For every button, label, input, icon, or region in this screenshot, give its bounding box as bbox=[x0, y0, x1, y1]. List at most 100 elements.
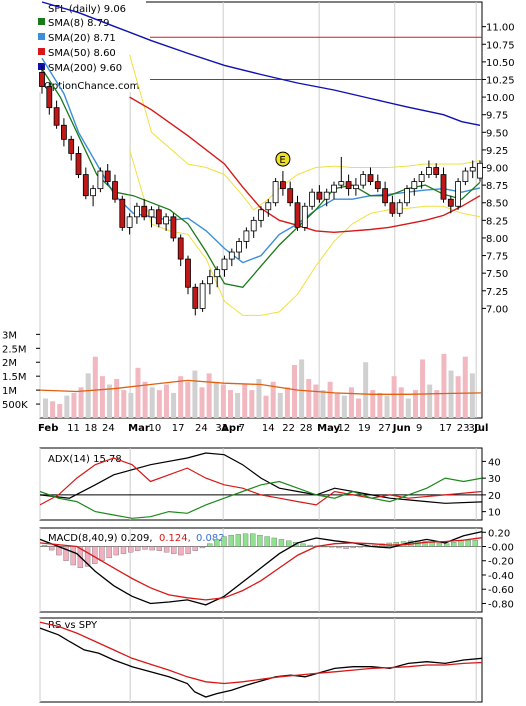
macd-histogram-bar bbox=[192, 546, 198, 551]
candle-body bbox=[440, 174, 447, 200]
volume-bar bbox=[78, 387, 84, 418]
legend-sma8: SMA(8) 8.79 bbox=[48, 18, 109, 29]
volume-bar bbox=[263, 395, 269, 418]
candle-body bbox=[112, 181, 118, 200]
volume-bar bbox=[292, 365, 298, 418]
x-axis-label: Jul bbox=[473, 423, 488, 434]
macd-histogram-bar bbox=[163, 546, 170, 553]
adx-series-line bbox=[39, 457, 483, 506]
volume-bar bbox=[107, 384, 113, 418]
volume-bar bbox=[92, 356, 98, 418]
adx-tick-label: 40 bbox=[488, 457, 501, 468]
sma20-legend-swatch bbox=[38, 33, 45, 40]
candle-body bbox=[301, 205, 308, 228]
sma8-legend-swatch bbox=[38, 18, 45, 25]
candle-body bbox=[104, 170, 111, 183]
macd-histogram-bar bbox=[84, 546, 91, 567]
macd-histogram-bar bbox=[465, 539, 471, 547]
candle-body bbox=[221, 258, 228, 271]
candle-body bbox=[447, 198, 454, 207]
price-tick-label: 9.25 bbox=[486, 146, 508, 157]
macd-tick-label: -0.00 bbox=[488, 543, 514, 554]
volume-bar bbox=[341, 395, 347, 418]
macd-tick-label: -0.40 bbox=[488, 571, 514, 582]
candle-body bbox=[352, 184, 359, 190]
macd-histogram-bar bbox=[149, 546, 155, 551]
volume-bar bbox=[363, 362, 369, 418]
volume-bar bbox=[455, 376, 461, 418]
volume-bar bbox=[405, 398, 411, 418]
candle-body bbox=[141, 205, 148, 218]
x-axis-label: May bbox=[317, 423, 340, 434]
candle-body bbox=[433, 167, 440, 175]
candle-body bbox=[477, 162, 483, 179]
candle-body bbox=[90, 188, 96, 197]
candle-body bbox=[75, 153, 82, 175]
volume-bar bbox=[171, 392, 177, 418]
macd-histogram-bar bbox=[250, 533, 256, 547]
volume-bar bbox=[448, 370, 454, 418]
volume-bar bbox=[114, 378, 120, 418]
x-axis-label: 12 bbox=[338, 423, 351, 434]
volume-bar bbox=[420, 359, 426, 418]
sma50-line bbox=[129, 96, 481, 234]
candle-body bbox=[367, 174, 374, 183]
macd-histogram-bar bbox=[63, 546, 69, 561]
candle-body bbox=[228, 251, 235, 260]
volume-bar bbox=[299, 359, 305, 418]
volume-bar bbox=[384, 395, 390, 418]
price-tick-label: 7.25 bbox=[486, 287, 508, 298]
panel-frame-adx bbox=[39, 447, 483, 521]
macd-histogram-bar bbox=[458, 540, 464, 547]
volume-bar bbox=[370, 390, 376, 418]
volume-tick-label: 1.5M bbox=[2, 372, 27, 383]
x-axis-label: Feb bbox=[38, 423, 58, 434]
x-axis-label: 11 bbox=[67, 423, 80, 434]
adx-title: ADX(14) 15.78 bbox=[48, 454, 122, 465]
volume-bar bbox=[99, 376, 105, 418]
candle-body bbox=[316, 191, 323, 200]
candle-body bbox=[323, 191, 330, 200]
macd-histogram-bar bbox=[271, 537, 277, 547]
earnings-marker bbox=[275, 151, 291, 167]
price-tick-label: 9.00 bbox=[486, 164, 508, 175]
candle-body bbox=[119, 198, 126, 228]
price-tick-label: 10.25 bbox=[486, 75, 515, 86]
candle-body bbox=[206, 276, 213, 285]
candle-body bbox=[250, 219, 257, 232]
candle-body bbox=[279, 181, 286, 190]
macd-histogram-bar bbox=[321, 546, 328, 548]
macd-histogram-bar bbox=[436, 542, 443, 547]
candle-body bbox=[425, 167, 432, 175]
macd-histogram-bar bbox=[49, 546, 55, 551]
candle-body bbox=[389, 202, 396, 214]
legend-sma200: SMA(200) 9.60 bbox=[48, 63, 122, 74]
volume-bar bbox=[235, 392, 241, 418]
volume-bar bbox=[199, 387, 205, 418]
candle-body bbox=[360, 174, 367, 186]
volume-bar bbox=[50, 401, 56, 418]
candle-body bbox=[331, 184, 337, 193]
candle-body bbox=[418, 174, 425, 183]
price-tick-label: 10.00 bbox=[486, 93, 515, 104]
watermark: OptionChance.com bbox=[44, 81, 139, 92]
volume-bar bbox=[85, 373, 91, 418]
x-axis-label: 19 bbox=[358, 423, 371, 434]
candle-body bbox=[272, 181, 279, 204]
macd-histogram-bar bbox=[171, 546, 177, 554]
price-tick-label: 11.00 bbox=[486, 23, 515, 34]
adx-series-line bbox=[39, 452, 483, 504]
volume-bar bbox=[227, 390, 233, 418]
volume-bar bbox=[313, 384, 319, 418]
adx-tick-label: 30 bbox=[488, 474, 501, 485]
volume-bar bbox=[71, 392, 77, 418]
macd-histogram-bar bbox=[70, 546, 76, 566]
earnings-marker-label: E bbox=[279, 155, 285, 166]
candle-body bbox=[82, 174, 89, 197]
macd-histogram-bar bbox=[336, 546, 342, 549]
candle-body bbox=[133, 205, 140, 218]
price-tick-label: 10.75 bbox=[486, 40, 515, 51]
volume-bar bbox=[348, 387, 354, 418]
candle-body bbox=[455, 181, 462, 207]
price-tick-label: 8.50 bbox=[486, 199, 508, 210]
